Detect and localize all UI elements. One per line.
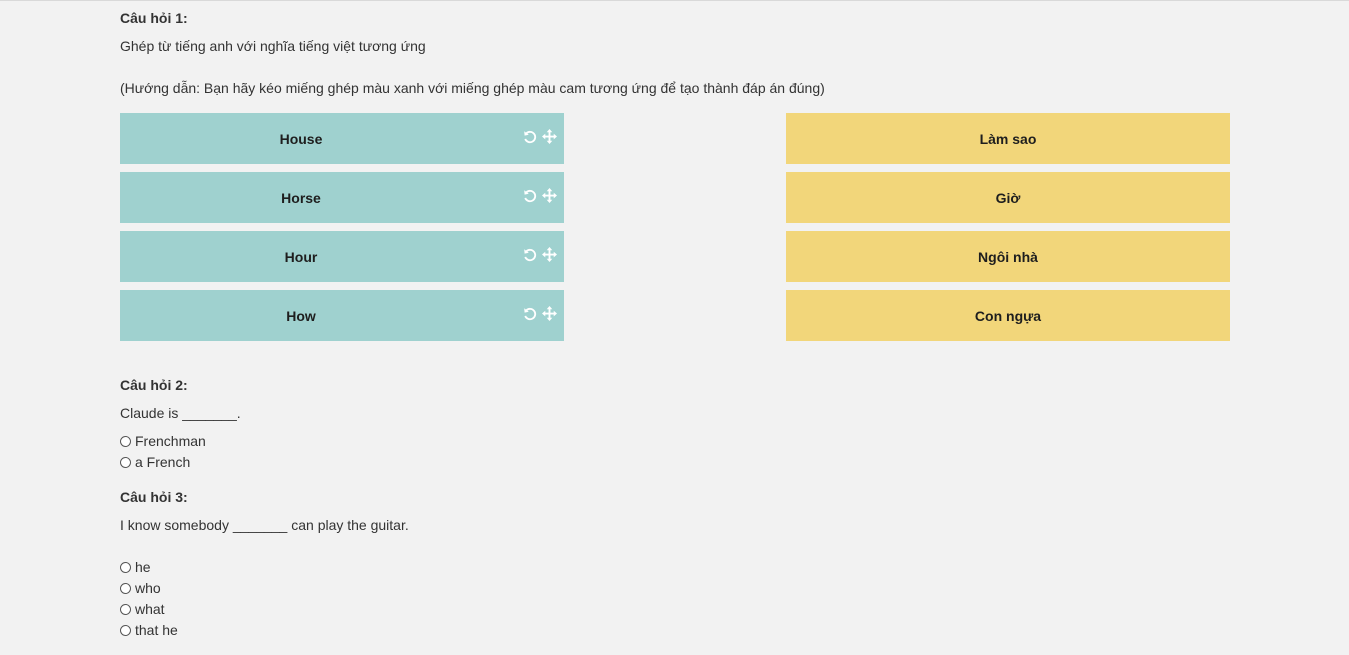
undo-icon[interactable] [522, 188, 538, 204]
option-a-french[interactable]: a French [120, 453, 190, 471]
undo-icon[interactable] [522, 129, 538, 145]
draggable-tile-hour[interactable]: Hour [120, 231, 564, 282]
radio-button[interactable] [120, 456, 131, 468]
tile-label: How [286, 307, 316, 324]
drop-target-lam-sao[interactable]: Làm sao [786, 113, 1230, 164]
radio-button[interactable] [120, 582, 131, 594]
option-label: a French [135, 454, 191, 470]
radio-button[interactable] [120, 561, 131, 573]
option-that-he[interactable]: that he [120, 621, 178, 639]
option-he[interactable]: he [120, 558, 151, 576]
radio-button[interactable] [120, 603, 131, 615]
question-3-text: I know somebody _______ can play the gui… [120, 517, 409, 533]
option-frenchman[interactable]: Frenchman [120, 432, 206, 450]
question-2-text: Claude is _______. [120, 405, 241, 421]
question-2-title: Câu hỏi 2: [120, 377, 188, 393]
move-icon[interactable] [542, 247, 557, 262]
option-who[interactable]: who [120, 579, 161, 597]
option-label: he [135, 559, 151, 575]
move-icon[interactable] [542, 129, 557, 144]
drop-target-con-ngua[interactable]: Con ngựa [786, 290, 1230, 341]
undo-icon[interactable] [522, 247, 538, 263]
undo-icon[interactable] [522, 306, 538, 322]
move-icon[interactable] [542, 306, 557, 321]
move-icon[interactable] [542, 188, 557, 203]
question-1-text: Ghép từ tiếng anh với nghĩa tiếng việt t… [120, 38, 426, 54]
tile-label: Làm sao [979, 130, 1037, 147]
radio-button[interactable] [120, 435, 131, 447]
question-3-title: Câu hỏi 3: [120, 489, 188, 505]
draggable-tile-how[interactable]: How [120, 290, 564, 341]
tile-label: Giờ [995, 189, 1021, 206]
tile-label: Horse [281, 189, 321, 206]
drop-target-ngoi-nha[interactable]: Ngôi nhà [786, 231, 1230, 282]
option-label: who [135, 580, 161, 596]
option-label: Frenchman [135, 433, 206, 449]
option-label: that he [135, 622, 178, 638]
draggable-tile-house[interactable]: House [120, 113, 564, 164]
question-1-title: Câu hỏi 1: [120, 10, 188, 26]
tile-label: Hour [284, 248, 318, 265]
tile-label: House [279, 130, 323, 147]
question-1-instruction: (Hướng dẫn: Bạn hãy kéo miếng ghép màu x… [120, 80, 825, 96]
drop-target-gio[interactable]: Giờ [786, 172, 1230, 223]
top-border [0, 0, 1349, 1]
option-what[interactable]: what [120, 600, 165, 618]
draggable-tile-horse[interactable]: Horse [120, 172, 564, 223]
option-label: what [135, 601, 165, 617]
radio-button[interactable] [120, 624, 131, 636]
tile-label: Con ngựa [974, 307, 1042, 324]
tile-label: Ngôi nhà [978, 248, 1038, 265]
